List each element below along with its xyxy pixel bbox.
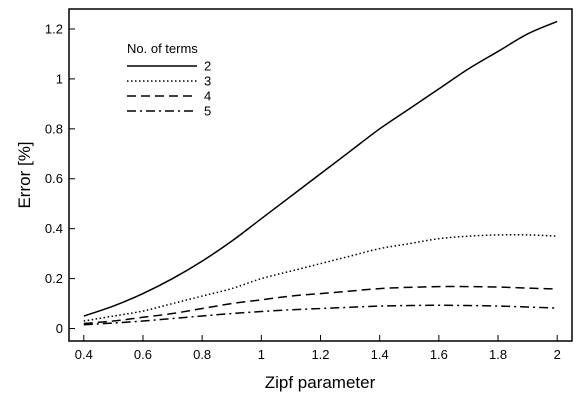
- x-tick-label: 1.2: [311, 347, 329, 362]
- legend-label-3: 3: [204, 74, 211, 89]
- y-tick-label: 0.2: [45, 271, 63, 286]
- y-axis: 0 0.2 0.4 0.6 0.8 1 1.2: [45, 21, 75, 336]
- legend-label-4: 4: [204, 89, 211, 104]
- legend-label-5: 5: [204, 104, 211, 119]
- legend-title: No. of terms: [127, 41, 198, 56]
- y-tick-label: 0.8: [45, 121, 63, 136]
- series-line-2: [83, 20, 558, 317]
- x-axis: 0.4 0.6 0.8 1 1.2 1.4 1.6 1.8 2: [75, 335, 561, 362]
- x-tick-label: 0.8: [193, 347, 211, 362]
- x-axis-title: Zipf parameter: [265, 373, 376, 392]
- legend-label-2: 2: [204, 59, 211, 74]
- x-tick-label: 1: [258, 347, 265, 362]
- x-tick-label: 2: [554, 347, 561, 362]
- y-tick-label: 1.2: [45, 21, 63, 36]
- x-tick-label: 1.6: [430, 347, 448, 362]
- x-tick-label: 1.4: [371, 347, 389, 362]
- x-tick-label: 0.4: [75, 347, 93, 362]
- y-tick-label: 1: [56, 71, 63, 86]
- y-tick-label: 0.4: [45, 221, 63, 236]
- series-line-3: [83, 234, 558, 322]
- series-lines: [83, 20, 558, 326]
- y-tick-label: 0.6: [45, 171, 63, 186]
- series-line-4: [83, 285, 558, 325]
- plot-frame: [68, 8, 573, 342]
- y-tick-label: 0: [56, 321, 63, 336]
- x-tick-label: 0.6: [134, 347, 152, 362]
- y-axis-title: Error [%]: [15, 141, 34, 208]
- x-tick-label: 1.8: [489, 347, 507, 362]
- series-line-5: [83, 304, 558, 326]
